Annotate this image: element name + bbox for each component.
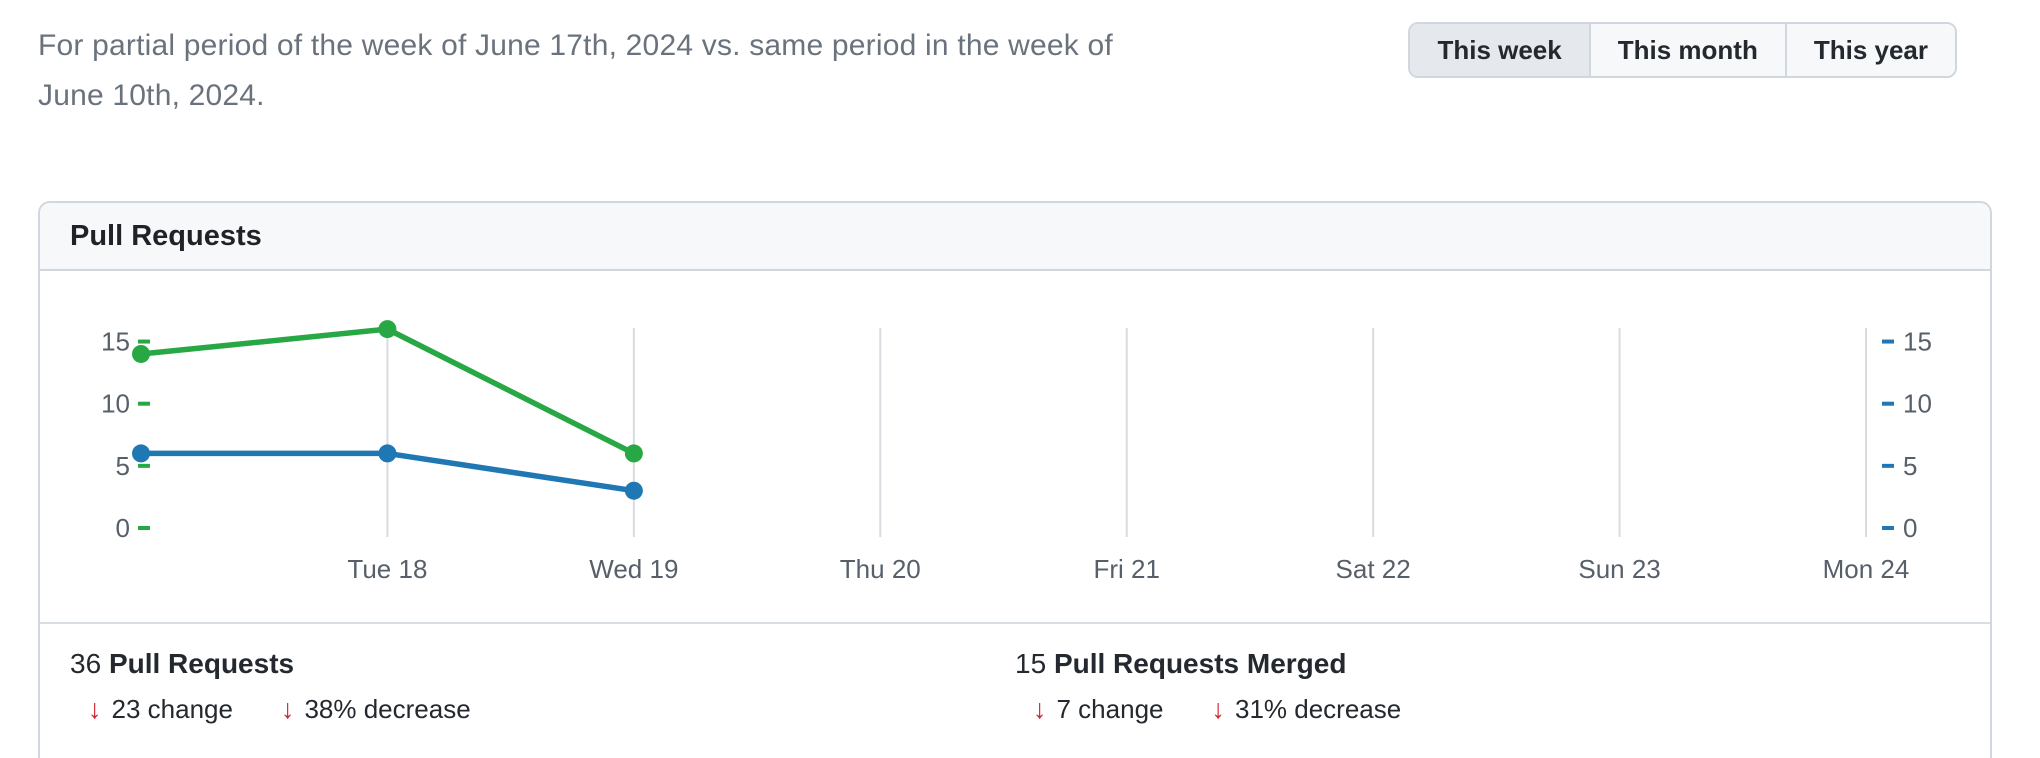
stat-pull-requests-change: ↓ 23 change [88, 694, 233, 725]
down-arrow-icon: ↓ [1211, 694, 1225, 724]
svg-text:Wed 19: Wed 19 [589, 554, 678, 584]
time-range-selector: This week This month This year [1408, 22, 1957, 78]
stat-pull-requests-merged-value: 15 [1015, 648, 1047, 679]
time-range-this-year[interactable]: This year [1784, 24, 1955, 76]
stat-pull-requests-label: Pull Requests [108, 648, 295, 679]
stat-pull-requests-percent-text: 38% decrease [304, 694, 471, 724]
chart-area: 15 15 10 10 5 5 0 0 Tue 18 Wed 19 Thu 20 Fri 21 Sat … [40, 271, 1990, 622]
time-range-this-month[interactable]: This month [1588, 24, 1785, 76]
summary-section: 36 Pull Requests ↓ 23 change ↓ 38% decre… [40, 622, 1990, 725]
svg-text:15: 15 [101, 327, 130, 357]
stat-pull-requests-percent: ↓ 38% decrease [281, 694, 471, 725]
svg-text:5: 5 [116, 451, 130, 481]
period-description: For partial period of the week of June 1… [38, 21, 1113, 121]
down-arrow-icon: ↓ [1033, 694, 1047, 724]
pull-requests-card: Pull Requests 15 15 10 10 5 5 0 0 Tue 18 Wed 19 Th… [38, 201, 1992, 758]
time-range-this-week[interactable]: This week [1410, 24, 1589, 76]
svg-text:Mon 24: Mon 24 [1823, 554, 1910, 584]
card-header: Pull Requests [40, 203, 1990, 271]
svg-text:5: 5 [1903, 451, 1917, 481]
stat-pull-requests-headline: 36 Pull Requests [70, 648, 1015, 680]
svg-text:0: 0 [1903, 513, 1917, 543]
down-arrow-icon: ↓ [88, 694, 102, 724]
pull-requests-chart: 15 15 10 10 5 5 0 0 Tue 18 Wed 19 Thu 20 Fri 21 Sat … [101, 320, 1932, 584]
stat-pull-requests-merged-change: ↓ 7 change [1033, 694, 1163, 725]
svg-text:Thu 20: Thu 20 [840, 554, 921, 584]
stat-pull-requests-merged-percent: ↓ 31% decrease [1211, 694, 1401, 725]
svg-text:Sat 22: Sat 22 [1336, 554, 1411, 584]
stat-pull-requests: 36 Pull Requests ↓ 23 change ↓ 38% decre… [70, 648, 1015, 725]
svg-text:0: 0 [116, 513, 130, 543]
stat-pull-requests-merged: 15 Pull Requests Merged ↓ 7 change ↓ 31%… [1015, 648, 1960, 725]
stat-pull-requests-merged-change-text: 7 change [1056, 694, 1164, 724]
stat-pull-requests-merged-percent-text: 31% decrease [1234, 694, 1402, 724]
down-arrow-icon: ↓ [280, 694, 295, 724]
stat-pull-requests-deltas: ↓ 23 change ↓ 38% decrease [70, 694, 1015, 725]
svg-text:Sun 23: Sun 23 [1578, 554, 1660, 584]
svg-text:10: 10 [1903, 389, 1932, 419]
period-description-line-1: For partial period of the week of June 1… [38, 29, 1113, 62]
stat-pull-requests-merged-label: Pull Requests Merged [1053, 648, 1347, 679]
stat-pull-requests-merged-deltas: ↓ 7 change ↓ 31% decrease [1015, 694, 1960, 725]
period-description-line-2: June 10th, 2024. [38, 79, 265, 112]
card-title: Pull Requests [70, 219, 262, 252]
svg-text:Tue 18: Tue 18 [347, 554, 427, 584]
svg-text:10: 10 [101, 389, 130, 419]
svg-text:Fri 21: Fri 21 [1093, 554, 1159, 584]
stat-pull-requests-change-text: 23 change [111, 694, 233, 724]
stat-pull-requests-value: 36 [70, 648, 102, 679]
stat-pull-requests-merged-headline: 15 Pull Requests Merged [1015, 648, 1960, 680]
svg-text:15: 15 [1903, 327, 1932, 357]
